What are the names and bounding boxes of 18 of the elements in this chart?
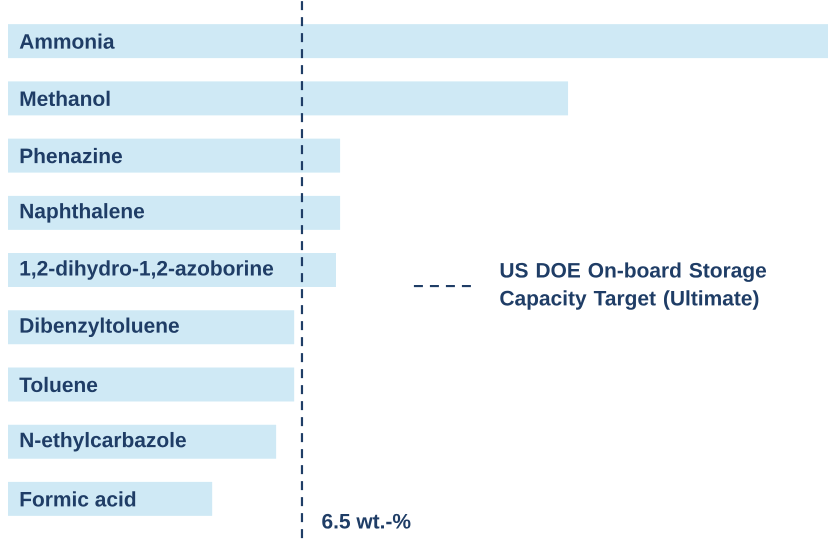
y-tick-label: Phenazine [20,148,122,164]
y-tick-label: Dibenzyltoluene [20,317,179,337]
y-tick-label: Toluene [19,376,98,392]
y-tick-label: Formic acid [20,491,136,507]
y-tick-label: 1,2-dihydro-1,2-azoborine [20,260,274,280]
bar [8,81,568,116]
y-tick-label: N-ethylcarbazole [20,432,186,452]
bar [8,310,294,344]
y-tick-label: Ammonia [20,33,115,49]
annotation: 6.5 wt.-% [322,514,410,529]
bar [8,24,828,58]
bar [8,138,340,173]
y-tick-label: Methanol [20,90,110,106]
bar [8,196,340,230]
bar [8,482,212,516]
ref-line-label: US DOE On-board Storage Capacity Target (Ultimate) [500,262,766,310]
bar [8,367,294,402]
y-tick-label: Naphthalene [20,203,144,223]
